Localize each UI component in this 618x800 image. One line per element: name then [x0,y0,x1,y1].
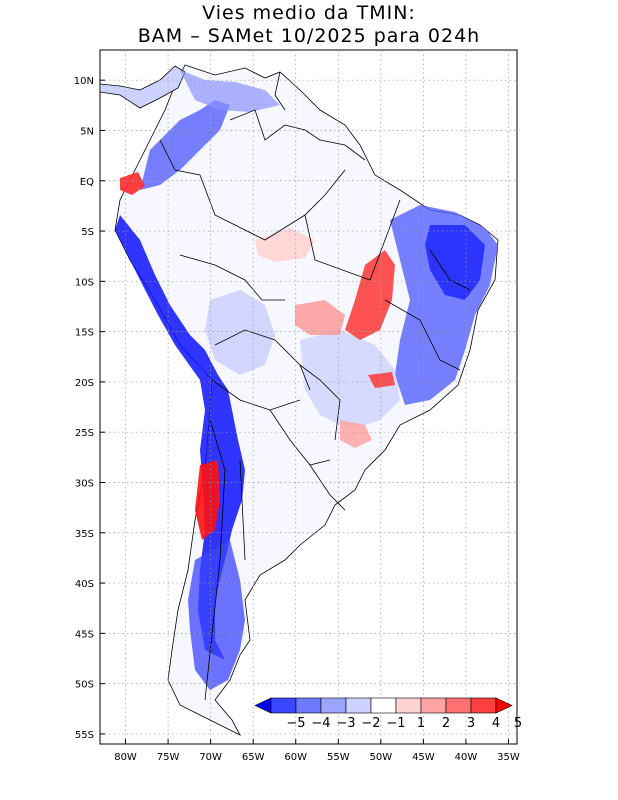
lat-tick-label: 30S [75,478,94,489]
colorbar-label: 5 [514,716,522,731]
lat-tick-label: EQ [80,177,94,188]
country-borders [159,71,471,701]
colorbar-swatch [420,697,447,714]
colorbar-label: −2 [361,716,380,731]
lat-tick-label: 20S [75,378,94,389]
colorbar-label: −3 [336,716,355,731]
graticule [100,50,517,744]
colorbar-label: −4 [311,716,330,731]
lon-tick-label: 55W [327,752,350,763]
colorbar-label: 1 [417,716,425,731]
lat-tick-label: 5S [81,227,94,238]
colorbar-swatch [395,697,422,714]
lat-tick-label: 45S [75,629,94,640]
lon-tick-label: 70W [199,752,222,763]
lon-tick-label: 50W [370,752,393,763]
lat-tick-label: 35S [75,529,94,540]
andes-cold-bias [115,215,245,660]
longitude-ticks: 80W 75W 70W 65W 60W 55W 50W 45W 40W 35W [114,739,520,763]
colorbar-max-arrow [495,697,513,714]
central-america [100,65,186,109]
colorbar-swatch [470,697,497,714]
colorbar-swatch [445,697,472,714]
south-brazil-warm-bias [340,420,372,448]
colorbar-swatch [345,697,372,714]
colorbar-swatch [370,697,397,714]
lat-tick-label: 10N [74,76,94,87]
mato-grosso-warm-bias [295,300,345,335]
argentina-warm-bias [195,460,220,540]
colorbar-label: 4 [492,716,500,731]
map-title-line2: BAM – SAMet 10/2025 para 024h [137,25,481,47]
central-brazil-light-bias [300,330,400,430]
lat-tick-label: 10S [75,277,94,288]
colorbar-label: −1 [386,716,405,731]
lat-tick-label: 50S [75,680,94,691]
lon-tick-label: 75W [157,752,180,763]
colorbar-label: 3 [467,716,475,731]
lon-tick-label: 35W [497,752,520,763]
latitude-ticks: 10N 5N EQ 5S 10S 15S 20S 25S 30S 35S 40S 45S 50S 55S [74,76,105,741]
colorbar-swatch [270,697,297,714]
map-title-line1: Vies medio da TMIN: [202,2,416,24]
northwest-cool-bias [140,100,230,190]
lat-tick-label: 55S [75,730,94,741]
lat-tick-label: 15S [75,328,94,339]
lat-tick-label: 40S [75,579,94,590]
lon-tick-label: 40W [455,752,478,763]
lon-tick-label: 60W [284,752,307,763]
lat-tick-label: 25S [75,428,94,439]
patagonia-cool-bias [188,540,245,690]
colorbar-label: 2 [442,716,450,731]
colorbar-label: −5 [286,716,305,731]
lon-tick-label: 65W [242,752,265,763]
colorbar: −5 −4 −3 −2 −1 1 2 3 4 5 [254,697,522,731]
ecuador-warm-bias [120,172,145,195]
mg-warm-bias [368,372,395,388]
lon-tick-label: 80W [114,752,137,763]
colorbar-swatch [295,697,322,714]
colorbar-swatch [320,697,347,714]
lon-tick-label: 45W [412,752,435,763]
lat-tick-label: 5N [80,126,94,137]
central-brazil-warm-bias [345,250,395,340]
